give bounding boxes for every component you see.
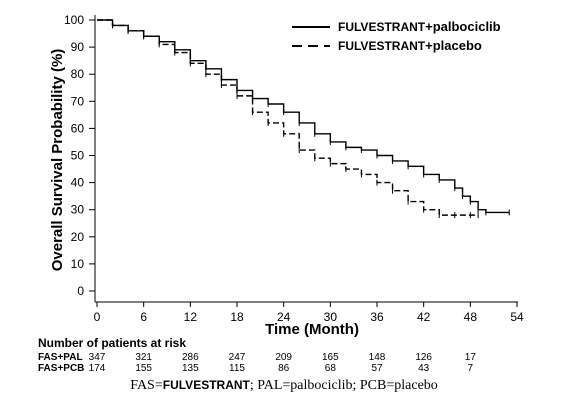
risk-cell: 347	[89, 352, 106, 363]
risk-cell: 17	[465, 352, 477, 363]
risk-cell: 247	[229, 352, 246, 363]
risk-cell: 68	[325, 363, 337, 374]
y-axis-title: Overall Survival Probability (%)	[49, 49, 66, 272]
risk-cell: 321	[135, 352, 152, 363]
legend-label-palbociclib: FULVESTRANT+palbociclib	[338, 19, 501, 34]
risk-cell: 148	[369, 352, 386, 363]
legend-label-placebo: FULVESTRANT+placebo	[338, 38, 482, 53]
x-tick-label: 18	[230, 310, 244, 324]
y-tick-label: 0	[77, 284, 84, 298]
y-tick-label: 50	[71, 149, 85, 163]
y-tick-label: 100	[64, 13, 84, 27]
y-tick-label: 60	[71, 121, 85, 135]
risk-values: 347 321 286 247 209 165 148 126 17 174 155 135 115 86…	[89, 352, 477, 374]
x-tick-label: 30	[324, 310, 338, 324]
risk-cell: 165	[322, 352, 339, 363]
y-tick-label: 10	[71, 257, 85, 271]
x-tick-label: 24	[277, 310, 291, 324]
risk-cell: 174	[89, 363, 106, 374]
risk-cell: 126	[415, 352, 432, 363]
risk-table-title: Number of patients at risk	[38, 336, 186, 350]
x-tick-label: 0	[94, 310, 101, 324]
y-tick-label: 30	[71, 203, 85, 217]
risk-cell: 135	[182, 363, 199, 374]
x-ticks: 0 6 12 18 24 30 36 42 48 54	[94, 302, 524, 324]
series-layer	[97, 19, 510, 219]
footnote-part2: FULVESTRANT	[162, 378, 250, 392]
x-tick-label: 48	[464, 310, 478, 324]
risk-cell: 57	[371, 363, 383, 374]
x-tick-label: 54	[510, 310, 524, 324]
y-tick-label: 40	[71, 176, 85, 190]
y-tick-label: 80	[71, 67, 85, 81]
risk-cell: 286	[182, 352, 199, 363]
y-tick-label: 70	[71, 94, 85, 108]
x-axis-title: Time (Month)	[265, 321, 359, 338]
y-tick-label: 90	[71, 40, 85, 54]
x-tick-label: 36	[370, 310, 384, 324]
risk-cell: 209	[275, 352, 292, 363]
footnote-part3: ; PAL=palbociclib; PCB=placebo	[249, 378, 438, 393]
risk-row-label-pal: FAS+PAL	[38, 352, 83, 363]
risk-cell: 43	[418, 363, 430, 374]
y-ticks: 0 10 20 30 40 50 60 70 80 90 100	[64, 13, 95, 298]
footnote-part1: FAS=	[130, 378, 163, 393]
x-tick-label: 6	[140, 310, 147, 324]
x-tick-label: 12	[184, 310, 198, 324]
risk-cell: 115	[229, 363, 245, 374]
x-tick-label: 42	[417, 310, 431, 324]
risk-row-label-pcb: FAS+PCB	[38, 363, 84, 374]
y-tick-label: 20	[71, 230, 85, 244]
risk-cell: 7	[468, 363, 474, 374]
legend: FULVESTRANT+palbociclib FULVESTRANT+plac…	[292, 19, 501, 53]
footnote: FAS=FULVESTRANT; PAL=palbociclib; PCB=pl…	[0, 378, 568, 394]
risk-cell: 155	[135, 363, 152, 374]
risk-cell: 86	[278, 363, 290, 374]
